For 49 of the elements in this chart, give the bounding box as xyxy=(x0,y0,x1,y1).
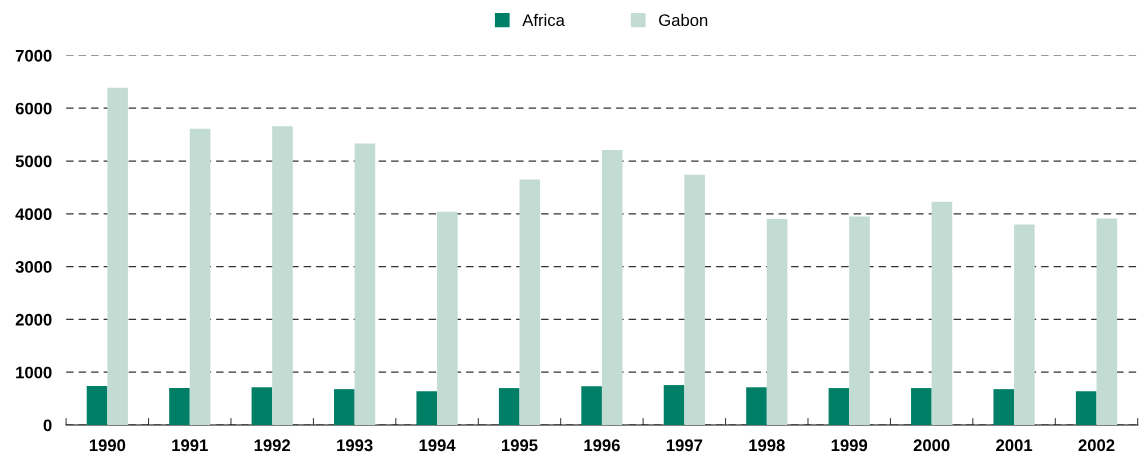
y-tick-label: 1000 xyxy=(16,366,52,379)
bar xyxy=(931,201,953,426)
y-tick-label: 3000 xyxy=(15,261,52,273)
x-tick-label: 1991 xyxy=(172,439,208,452)
bar xyxy=(416,391,438,426)
y-tick-label: 7000 xyxy=(15,49,52,62)
bar xyxy=(272,126,293,426)
bar xyxy=(684,174,705,426)
bar xyxy=(993,389,1015,426)
bar xyxy=(911,388,932,426)
x-tick-label: 1999 xyxy=(831,439,868,452)
bar xyxy=(437,211,458,426)
bar xyxy=(251,387,273,426)
bar xyxy=(581,386,602,426)
legend-label: Africa xyxy=(522,13,565,27)
y-tick-label: 0 xyxy=(43,419,52,432)
x-tick-label: 1993 xyxy=(337,439,373,452)
bar xyxy=(354,143,376,426)
x-tick-label: 2002 xyxy=(1078,439,1115,452)
bar xyxy=(334,389,355,426)
x-tick-label: 1997 xyxy=(666,439,703,452)
bar xyxy=(828,388,850,426)
bar xyxy=(169,388,190,426)
y-tick-label: 4000 xyxy=(15,208,52,221)
x-tick-label: 1994 xyxy=(419,439,456,452)
x-tick-label: 1992 xyxy=(254,439,291,452)
bar xyxy=(519,179,541,426)
bar xyxy=(498,388,520,426)
x-tick-label: 1996 xyxy=(584,439,620,452)
legend-label: Gabon xyxy=(659,13,708,27)
x-tick-label: 1990 xyxy=(89,439,126,452)
bar xyxy=(746,387,767,426)
bar xyxy=(86,385,108,426)
bar xyxy=(1014,224,1035,426)
x-tick-label: 2000 xyxy=(913,439,950,452)
bar xyxy=(663,385,685,426)
x-tick-label: 2001 xyxy=(996,439,1033,452)
bar xyxy=(107,87,128,426)
x-tick-label: 1995 xyxy=(502,439,538,452)
bar xyxy=(766,219,788,426)
bar xyxy=(601,149,623,426)
bar xyxy=(189,128,211,426)
x-tick-label: 1998 xyxy=(749,439,785,452)
bar xyxy=(849,216,870,426)
y-tick-label: 5000 xyxy=(15,155,52,168)
y-tick-label: 2000 xyxy=(15,313,52,326)
y-tick-label: 6000 xyxy=(15,102,52,115)
bar xyxy=(1075,391,1097,426)
bar xyxy=(1096,218,1118,426)
